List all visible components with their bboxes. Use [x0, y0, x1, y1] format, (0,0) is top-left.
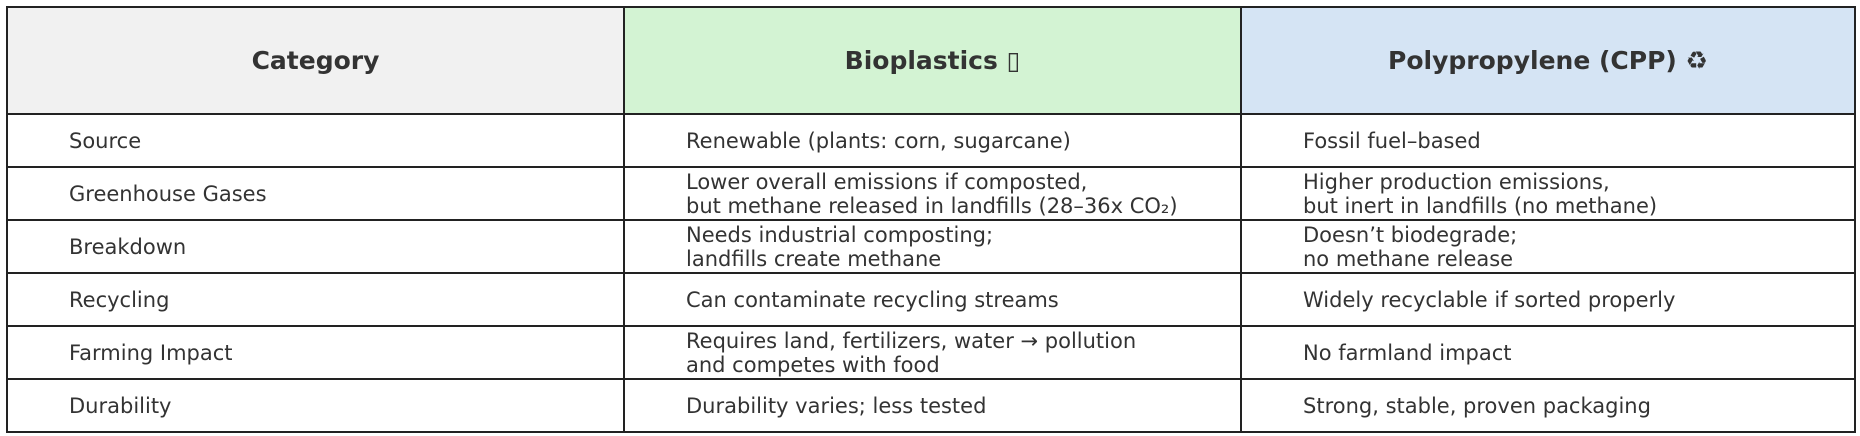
header-row: Category Bioplastics ▯ Polypropylene (CP… — [6, 6, 1856, 115]
polypropylene-cell: Widely recyclable if sorted properly — [1240, 272, 1856, 327]
header-polypropylene: Polypropylene (CPP) ♻ — [1240, 6, 1856, 115]
header-bioplastics: Bioplastics ▯ — [623, 6, 1242, 115]
polypropylene-cell: Strong, stable, proven packaging — [1240, 378, 1856, 433]
category-cell: Source — [6, 113, 625, 168]
category-cell: Greenhouse Gases — [6, 166, 625, 221]
bioplastics-cell: Durability varies; less tested — [623, 378, 1242, 433]
table-row: Durability Durability varies; less tested… — [6, 378, 1856, 433]
table-row: Greenhouse Gases Lower overall emissions … — [6, 166, 1856, 221]
table-row: Recycling Can contaminate recycling strea… — [6, 272, 1856, 327]
bioplastics-cell: Renewable (plants: corn, sugarcane) — [623, 113, 1242, 168]
category-cell: Durability — [6, 378, 625, 433]
header-category: Category — [6, 6, 625, 115]
bioplastics-cell: Needs industrial composting; landfills c… — [623, 219, 1242, 274]
table-row: Source Renewable (plants: corn, sugarcane… — [6, 113, 1856, 168]
polypropylene-cell: No farmland impact — [1240, 325, 1856, 380]
bioplastics-cell: Lower overall emissions if composted, bu… — [623, 166, 1242, 221]
polypropylene-cell: Higher production emissions, but inert i… — [1240, 166, 1856, 221]
category-cell: Recycling — [6, 272, 625, 327]
table-row: Farming Impact Requires land, fertilizers… — [6, 325, 1856, 380]
table-row: Breakdown Needs industrial composting; la… — [6, 219, 1856, 274]
polypropylene-cell: Doesn’t biodegrade; no methane release — [1240, 219, 1856, 274]
polypropylene-cell: Fossil fuel–based — [1240, 113, 1856, 168]
category-cell: Breakdown — [6, 219, 625, 274]
bioplastics-cell: Requires land, fertilizers, water → poll… — [623, 325, 1242, 380]
comparison-table: Category Bioplastics ▯ Polypropylene (CP… — [6, 6, 1856, 433]
category-cell: Farming Impact — [6, 325, 625, 380]
bioplastics-cell: Can contaminate recycling streams — [623, 272, 1242, 327]
